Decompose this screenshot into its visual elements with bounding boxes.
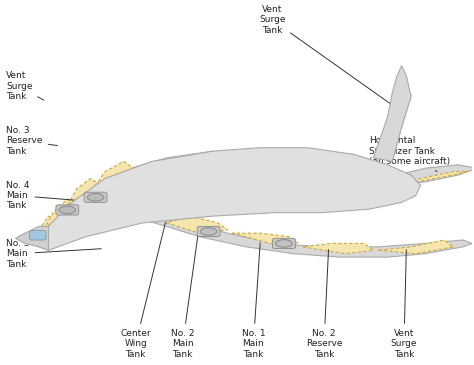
Polygon shape bbox=[16, 226, 48, 250]
Text: No. 2
Reserve
Tank: No. 2 Reserve Tank bbox=[306, 250, 342, 359]
Ellipse shape bbox=[276, 240, 292, 247]
Text: Vent
Surge
Tank: Vent Surge Tank bbox=[391, 250, 417, 359]
Polygon shape bbox=[39, 148, 420, 250]
Polygon shape bbox=[397, 172, 467, 185]
Ellipse shape bbox=[201, 228, 217, 235]
Polygon shape bbox=[133, 213, 472, 257]
Polygon shape bbox=[303, 243, 374, 254]
Text: Vent
Surge
Tank: Vent Surge Tank bbox=[259, 5, 397, 108]
FancyBboxPatch shape bbox=[30, 230, 46, 240]
Text: Vent
Surge
Tank: Vent Surge Tank bbox=[6, 71, 44, 101]
Ellipse shape bbox=[59, 206, 75, 214]
Polygon shape bbox=[388, 165, 474, 185]
Text: No. 4
Main
Tank: No. 4 Main Tank bbox=[6, 181, 79, 211]
FancyBboxPatch shape bbox=[273, 238, 295, 249]
Text: No. 1
Main
Tank: No. 1 Main Tank bbox=[242, 243, 265, 359]
Text: No. 3
Reserve
Tank: No. 3 Reserve Tank bbox=[6, 126, 57, 156]
Text: No. 2
Main
Tank: No. 2 Main Tank bbox=[171, 229, 199, 359]
Ellipse shape bbox=[87, 193, 104, 201]
Text: Horizontal
Stabilizer Tank
(on some aircraft): Horizontal Stabilizer Tank (on some airc… bbox=[369, 136, 450, 172]
Polygon shape bbox=[378, 240, 454, 254]
Polygon shape bbox=[96, 161, 133, 185]
Polygon shape bbox=[67, 178, 100, 206]
Text: No. 3
Main
Tank: No. 3 Main Tank bbox=[6, 239, 101, 269]
FancyBboxPatch shape bbox=[197, 226, 220, 237]
Text: Center
Wing
Tank: Center Wing Tank bbox=[120, 222, 165, 359]
Polygon shape bbox=[388, 79, 411, 161]
FancyBboxPatch shape bbox=[56, 205, 79, 215]
Polygon shape bbox=[44, 199, 77, 230]
Polygon shape bbox=[34, 151, 213, 240]
Polygon shape bbox=[34, 216, 58, 240]
Polygon shape bbox=[374, 66, 411, 161]
FancyBboxPatch shape bbox=[84, 192, 107, 202]
Polygon shape bbox=[166, 216, 228, 233]
Polygon shape bbox=[133, 151, 213, 175]
Polygon shape bbox=[232, 233, 298, 243]
